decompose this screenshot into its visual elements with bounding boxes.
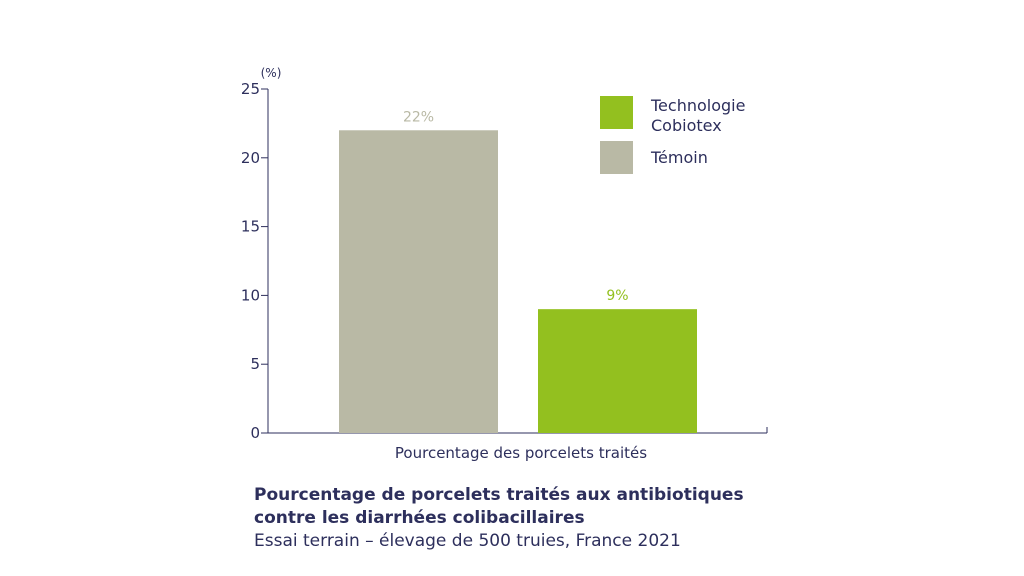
legend-swatch [600, 96, 633, 129]
y-tick-label: 25 [241, 80, 260, 98]
axes: 0 5 10 15 20 25(%) Pourcentage des porcelets t… [241, 66, 768, 462]
bar [538, 309, 697, 433]
caption-subtitle: Essai terrain – élevage de 500 truies, F… [254, 531, 681, 551]
bar [339, 130, 498, 433]
x-axis-label: Pourcentage des porcelets traités [395, 444, 647, 462]
chart-caption: Pourcentage de porcelets traités aux ant… [254, 484, 954, 553]
legend-label: Témoin [650, 148, 708, 167]
legend-swatch [600, 141, 633, 174]
y-unit-label: (%) [261, 66, 282, 80]
legend-label: Technologie [650, 96, 745, 115]
y-tick-label: 20 [241, 149, 260, 167]
y-tick-label: 5 [250, 355, 260, 373]
caption-title-line-1: Pourcentage de porcelets traités aux ant… [254, 485, 744, 505]
bars: 22% 9% [339, 109, 697, 433]
y-tick-label: 0 [250, 424, 260, 442]
bar-chart: 0 5 10 15 20 25(%) Pourcentage des porcelets t… [241, 66, 768, 462]
y-tick-label: 10 [241, 286, 260, 304]
y-tick-label: 15 [241, 218, 260, 236]
bar-data-label: 9% [606, 288, 628, 304]
legend-label: Cobiotex [651, 116, 722, 135]
bar-data-label: 22% [403, 109, 434, 125]
caption-title-line-2: contre les diarrhées colibacillaires [254, 508, 585, 528]
